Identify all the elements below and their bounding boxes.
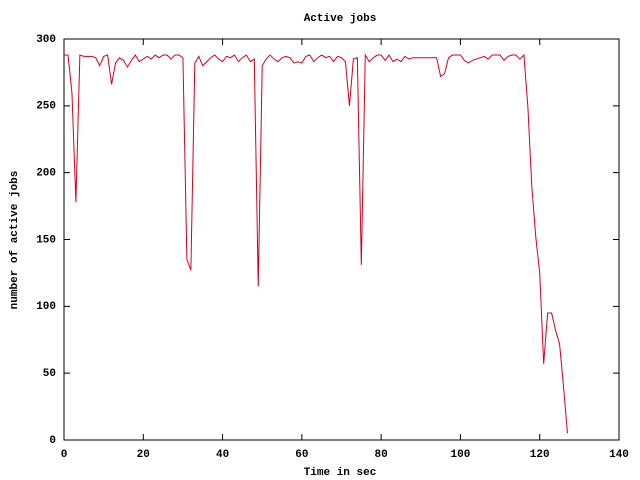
- y-tick-label: 250: [36, 101, 56, 113]
- x-tick-label: 120: [530, 449, 550, 461]
- y-tick-label: 0: [49, 435, 56, 447]
- x-tick-label: 80: [375, 449, 388, 461]
- x-tick-label: 20: [137, 449, 150, 461]
- y-tick-label: 300: [36, 34, 56, 46]
- y-tick-label: 100: [36, 301, 56, 313]
- x-tick-label: 60: [295, 449, 308, 461]
- chart-title: Active jobs: [304, 13, 377, 25]
- y-axis-label: number of active jobs: [9, 171, 21, 310]
- x-axis-label: Time in sec: [304, 467, 377, 479]
- data-line: [64, 53, 568, 434]
- x-tick-label: 140: [609, 449, 629, 461]
- x-tick-label: 100: [451, 449, 471, 461]
- y-tick-label: 200: [36, 168, 56, 180]
- x-tick-label: 40: [216, 449, 229, 461]
- x-tick-label: 0: [61, 449, 68, 461]
- y-tick-label: 150: [36, 234, 56, 246]
- y-tick-label: 50: [43, 368, 56, 380]
